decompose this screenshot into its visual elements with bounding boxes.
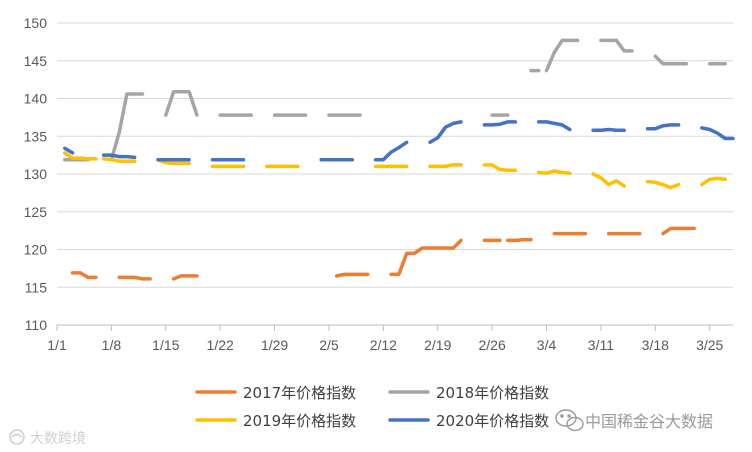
series-line-segment xyxy=(117,275,152,281)
y-tick-label: 145 xyxy=(24,53,48,69)
series-line-segment xyxy=(482,163,518,172)
series-line-segment xyxy=(334,272,370,278)
series-line-segment xyxy=(645,179,681,190)
series-line-segment xyxy=(373,140,409,162)
x-axis: 1/1 1/8 1/15 1/22 1/29 2/5 2/12 2/19 2/26 3/4 3/11… xyxy=(47,325,724,353)
legend-label: 2019年价格指数 xyxy=(243,412,356,430)
series-line-segment xyxy=(661,226,696,236)
x-tick-label: 1/29 xyxy=(261,337,288,353)
series-line-segment xyxy=(63,151,98,161)
x-tick-label: 1/8 xyxy=(102,337,122,353)
series-3 xyxy=(63,151,727,190)
x-tick-label: 3/4 xyxy=(537,337,557,353)
series-line-segment xyxy=(428,163,463,169)
y-tick-label: 140 xyxy=(24,91,48,107)
y-tick-label: 125 xyxy=(24,204,48,220)
x-tick-label: 2/12 xyxy=(370,337,397,353)
wechat-icon xyxy=(555,409,584,432)
logo-icon xyxy=(9,429,25,445)
x-tick-label: 3/18 xyxy=(642,337,669,353)
legend-label: 2017年价格指数 xyxy=(243,384,356,402)
series-line-segment xyxy=(653,54,689,66)
series-line-segment xyxy=(544,38,580,73)
x-tick-label: 1/22 xyxy=(207,337,234,353)
series-line-segment xyxy=(591,127,626,132)
series-line-segment xyxy=(101,153,137,160)
series-1 xyxy=(70,226,696,281)
series-line-segment xyxy=(645,123,681,131)
y-tick-label: 120 xyxy=(24,242,48,258)
series-line-segment xyxy=(599,38,634,53)
series-line-segment xyxy=(536,120,572,132)
legend: 2017年价格指数 2018年价格指数 2019年价格指数 2020年价格指数 xyxy=(195,384,549,430)
series-line-segment xyxy=(700,176,727,187)
series-line-segment xyxy=(700,126,735,141)
watermark-center-text: 中国稀金谷大数据 xyxy=(585,412,713,431)
series-line-segment xyxy=(428,120,463,145)
watermark-wechat: 中国稀金谷大数据 xyxy=(555,409,713,432)
series-line-segment xyxy=(70,271,98,280)
y-tick-label: 115 xyxy=(25,279,48,295)
series-lines xyxy=(63,38,735,281)
series-line-segment xyxy=(536,169,572,175)
x-tick-label: 2/19 xyxy=(424,337,451,353)
series-line-segment xyxy=(505,237,533,243)
series-line-segment xyxy=(63,146,75,155)
y-tick-label: 150 xyxy=(24,15,48,31)
x-tick-label: 2/26 xyxy=(479,337,506,353)
series-line-segment xyxy=(156,157,191,166)
watermark-corner-text: 大数跨境 xyxy=(30,431,86,447)
series-line-segment xyxy=(389,238,463,277)
series-line-segment xyxy=(482,120,518,127)
x-tick-label: 1/1 xyxy=(47,337,67,353)
x-tick-label: 1/15 xyxy=(152,337,179,353)
series-line-segment xyxy=(109,92,145,162)
series-line-segment xyxy=(171,274,199,281)
series-2 xyxy=(63,38,727,162)
series-line-segment xyxy=(164,89,199,117)
series-line-segment xyxy=(591,172,626,188)
x-tick-label: 3/11 xyxy=(588,337,614,353)
y-axis-ticks: 110 115 120 125 130 135 140 145 150 xyxy=(24,15,48,333)
y-tick-label: 135 xyxy=(24,128,48,144)
series-line-segment xyxy=(101,157,137,163)
legend-label: 2018年价格指数 xyxy=(436,384,549,402)
legend-label: 2020年价格指数 xyxy=(436,412,549,430)
watermark-corner: 大数跨境 xyxy=(9,429,86,447)
x-tick-label: 3/25 xyxy=(696,337,723,353)
series-4 xyxy=(63,120,735,162)
x-tick-label: 2/5 xyxy=(319,337,339,353)
y-tick-label: 110 xyxy=(25,317,48,333)
y-tick-label: 130 xyxy=(24,166,48,182)
